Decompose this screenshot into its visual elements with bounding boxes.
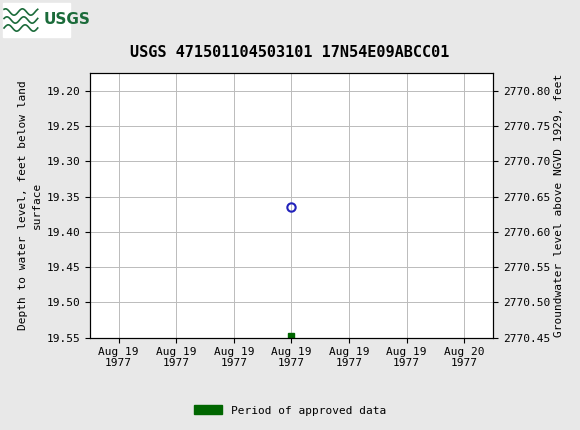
Text: USGS: USGS: [44, 12, 90, 28]
Y-axis label: Groundwater level above NGVD 1929, feet: Groundwater level above NGVD 1929, feet: [554, 74, 564, 337]
Text: USGS 471501104503101 17N54E09ABCC01: USGS 471501104503101 17N54E09ABCC01: [130, 45, 450, 60]
Legend: Period of approved data: Period of approved data: [190, 401, 390, 420]
Y-axis label: Depth to water level, feet below land
surface: Depth to water level, feet below land su…: [18, 80, 42, 330]
Bar: [3, 3, 70, 37]
